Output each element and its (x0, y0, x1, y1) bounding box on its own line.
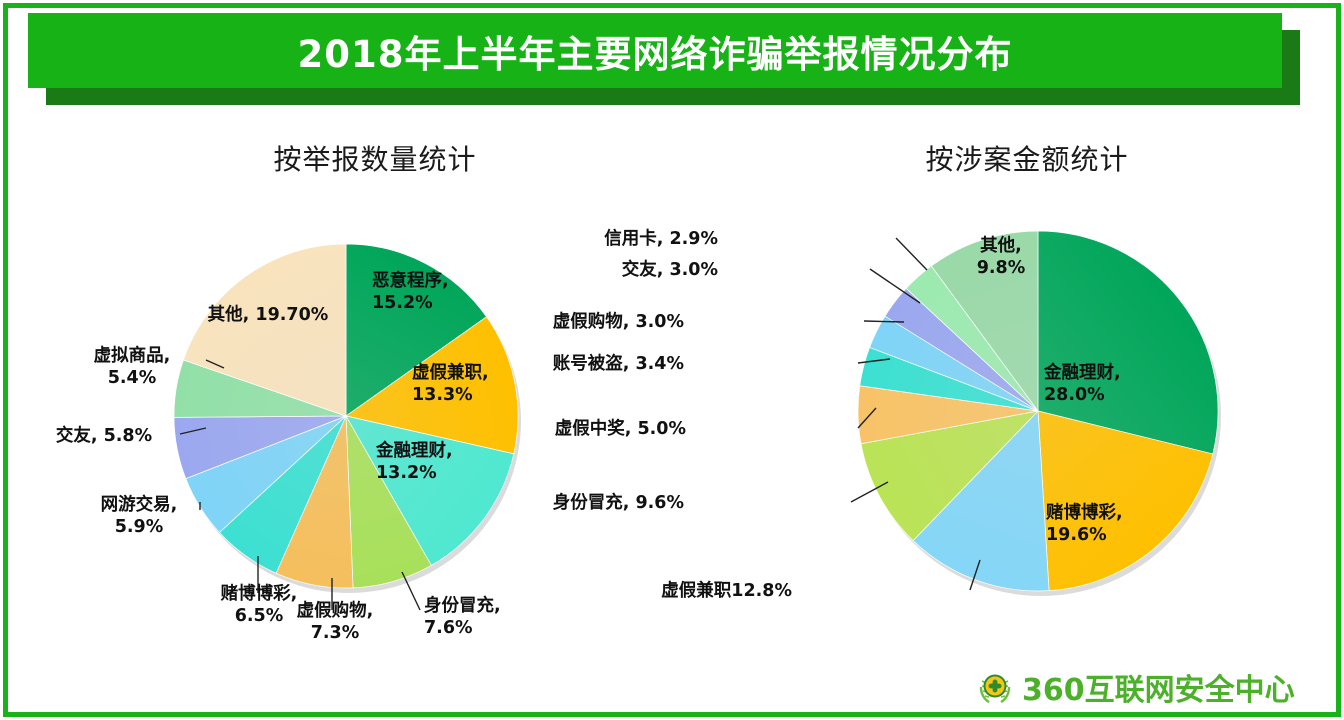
pie-slice-label-name: 赌博博彩, (220, 584, 298, 604)
pie-slice-label: 身份冒充, 9.6% (514, 492, 684, 514)
pie-slice-label-name: 虚假购物, (296, 601, 374, 621)
pie-chart-reports-by-amount (850, 230, 1221, 596)
pie-slice (930, 230, 1039, 413)
pie-slice-label-name: 虚假兼职12.8% (661, 581, 792, 601)
pie-slice-label: 虚假兼职12.8% (612, 580, 792, 602)
pie-slice-label-name: 虚假兼职, (412, 363, 489, 383)
pie-slice-label-name: 网游交易, (100, 495, 178, 515)
pie-slice-label: 信用卡, 2.9% (542, 228, 718, 250)
pie-slice-label-value: 7.3% (310, 623, 360, 644)
pie-slice (345, 243, 487, 417)
pie-slice-label: 虚拟商品, 5.4% (52, 345, 212, 390)
pie-slice (912, 410, 1050, 592)
leader-line (179, 427, 207, 435)
pie-slice (182, 243, 347, 417)
pie-slice-label: 其他, 19.70% (178, 304, 358, 326)
leader-line (857, 407, 877, 429)
chart-panel-reports-by-count: 按举报数量统计 恶意程序, 15.2% 虚假兼职, 13.3% 金融理财, 13.2% 身份… (20, 110, 680, 680)
leader-line (895, 237, 928, 271)
pie-slice-label: 虚假兼职, 13.3% (412, 362, 562, 407)
pie-slice-label-value: 5.4% (107, 368, 157, 389)
pie-slice-label-value: 13.3% (412, 385, 473, 406)
chart-title-reports-by-amount: 按涉案金额统计 (925, 143, 1129, 176)
footer-logo: 360互联网安全中心 (975, 665, 1295, 709)
pie-chart-reports-by-count (173, 243, 521, 611)
leader-line (205, 359, 225, 369)
pie-slice-label-name: 金融理财, (1044, 363, 1121, 383)
pie-slice-label-name: 身份冒充, (424, 596, 501, 616)
pie-slice-label-name: 虚拟商品, (93, 346, 171, 366)
pie-slice-label: 虚假中奖, 5.0% (516, 418, 686, 440)
pie-slice-label-name: 其他, (980, 236, 1022, 256)
pie-slice-label-name: 账号被盗, 3.4% (552, 354, 684, 374)
logo-wordmark: 360互联网安全中心 (1022, 673, 1295, 708)
leader-line (869, 268, 921, 304)
pie-slice-label-name: 交友, 5.8% (55, 426, 153, 446)
pie-slice-label-value: 5.9% (114, 517, 164, 538)
pie-slice-label: 交友, 5.8% (34, 425, 174, 447)
pie-slice-label-name: 其他, 19.70% (207, 305, 329, 325)
page-title: 2018年上半年主要网络诈骗举报情况分布 (297, 32, 1013, 76)
frame-border-left (3, 3, 8, 717)
pie-slice-label-name: 金融理财, (376, 441, 453, 461)
pie-slice-label: 账号被盗, 3.4% (512, 353, 684, 375)
leader-line (401, 571, 421, 611)
pie-slice-label-name: 交友, 3.0% (621, 260, 718, 280)
pie-slice-label: 其他, 9.8% (958, 235, 1044, 280)
pie-slice-label: 虚假购物, 7.3% (270, 600, 400, 645)
pie-slice-label-value: 6.5% (234, 606, 284, 627)
frame-border-top (3, 3, 1341, 8)
pie-slice (345, 316, 519, 455)
leader-line (863, 320, 905, 323)
pie-slice-label-value: 9.8% (976, 258, 1026, 279)
pie-slice-label-value: 7.6% (424, 618, 473, 639)
chart-panel-reports-by-amount: 按涉案金额统计 金融理财, 28.0% 赌博博彩, 19.6% 虚假兼职12.8% 身份冒… (553, 110, 1340, 680)
pie-slice-label-value: 19.6% (1046, 525, 1107, 546)
leader-line (969, 559, 981, 591)
360-shield-logo-icon (975, 667, 1015, 707)
pie-slice-label: 身份冒充, 7.6% (424, 595, 554, 640)
pie-slice-label: 赌博博彩, 6.5% (193, 583, 325, 628)
pie-slice-label: 金融理财, 28.0% (1044, 362, 1214, 407)
title-banner: 2018年上半年主要网络诈骗举报情况分布 (28, 13, 1282, 88)
leader-line (857, 358, 891, 364)
pie-slice (860, 410, 1040, 542)
pie-slice-label: 交友, 3.0% (568, 259, 718, 281)
pie-slice-label-value: 28.0% (1044, 385, 1105, 406)
pie-slice (1037, 410, 1214, 592)
frame-border-bottom (3, 712, 1341, 717)
pie-slice (1037, 230, 1219, 455)
chart-title-reports-by-count: 按举报数量统计 (273, 143, 477, 176)
pie-slice-label: 赌博博彩, 19.6% (1046, 502, 1216, 547)
pie-slice-label-name: 赌博博彩, (1046, 503, 1123, 523)
pie-slice-label-name: 身份冒充, 9.6% (552, 493, 684, 513)
pie-slice-label: 金融理财, 13.2% (376, 440, 536, 485)
pie-slice-label-value: 15.2% (372, 293, 433, 314)
pie-slice-label-name: 恶意程序, (372, 271, 449, 291)
pie-slice (345, 415, 515, 566)
pie-slice-label: 恶意程序, 15.2% (372, 270, 522, 315)
leader-line (850, 481, 889, 503)
pie-slice-label: 虚假购物, 3.0% (506, 311, 684, 333)
pie-slice-label-name: 虚假中奖, 5.0% (554, 419, 686, 439)
pie-slice-label-name: 信用卡, 2.9% (604, 229, 718, 249)
frame-border-right (1336, 3, 1341, 717)
pie-slice-label: 网游交易, 5.9% (73, 494, 205, 539)
pie-slice-label-value: 13.2% (376, 463, 437, 484)
pie-slice-label-name: 虚假购物, 3.0% (552, 312, 684, 332)
